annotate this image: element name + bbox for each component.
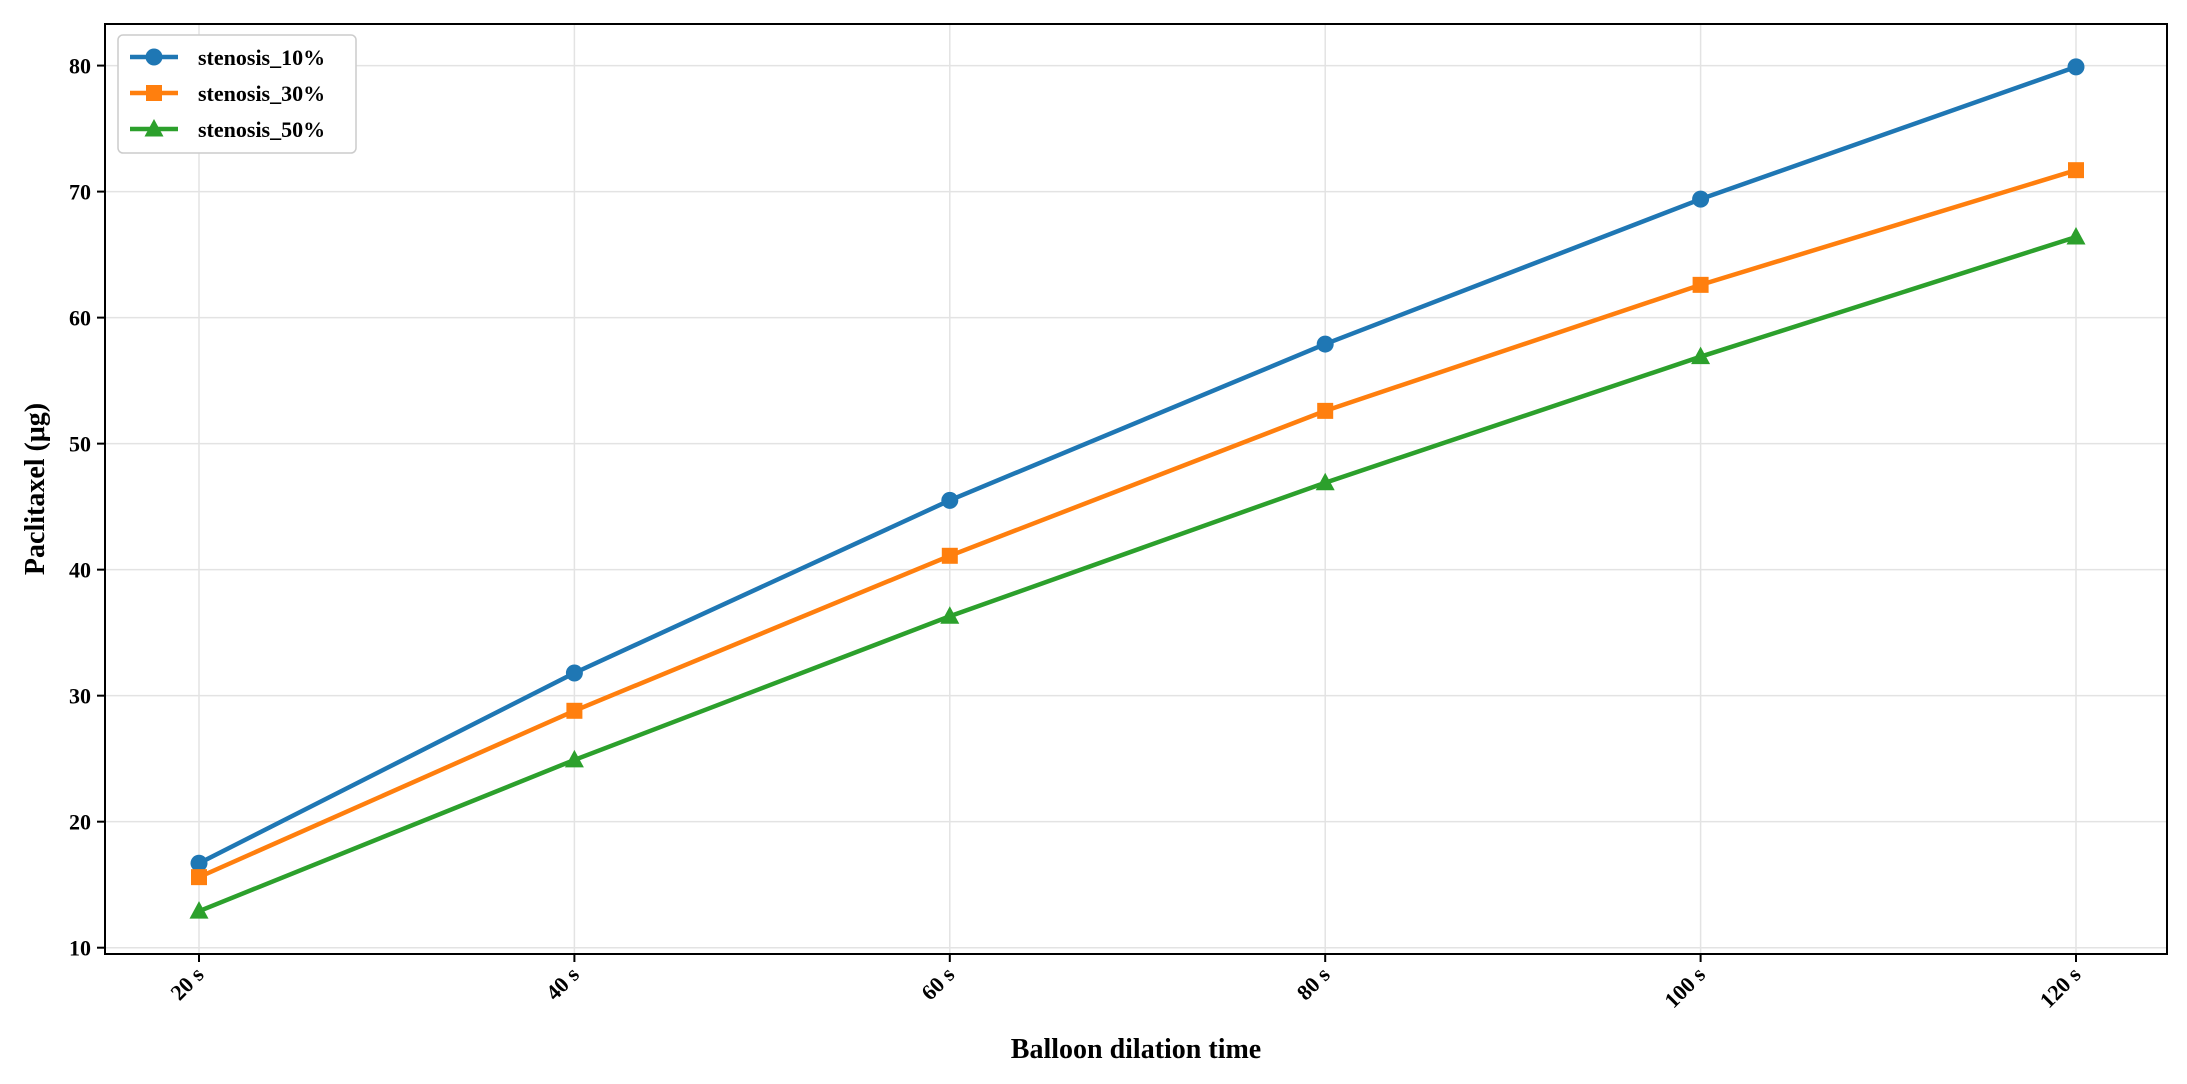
y-tick-label: 10 (69, 936, 91, 961)
data-point (1692, 190, 1710, 208)
data-point (1692, 276, 1709, 293)
data-point (2066, 226, 2086, 245)
y-tick-label: 20 (69, 810, 91, 835)
y-tick-label: 60 (69, 306, 91, 331)
series-stenosis_10% (190, 58, 2085, 872)
data-point (940, 606, 960, 624)
legend-label: stenosis_50% (198, 117, 325, 142)
legend-item: stenosis_30% (130, 81, 325, 106)
legend: stenosis_10% stenosis_30% stenosis_50% (117, 34, 357, 154)
legend-label: stenosis_10% (198, 45, 325, 70)
data-point (565, 664, 583, 682)
data-point (189, 901, 209, 919)
data-point (566, 702, 583, 719)
data-point (191, 869, 207, 886)
legend-item: stenosis_10% (130, 45, 325, 70)
series-line (196, 167, 2079, 880)
data-point (1315, 472, 1335, 491)
data-point (564, 749, 584, 768)
y-tick-label: 80 (69, 54, 91, 79)
data-point (941, 547, 958, 564)
y-axis-title: Paclitaxel (μg) (20, 403, 51, 575)
x-axis-title: Balloon dilation time (1011, 1034, 1261, 1065)
legend-box (117, 34, 357, 154)
data-point (1316, 335, 1334, 353)
data-point (941, 491, 959, 509)
grid (105, 24, 2167, 954)
legend-marker (144, 119, 164, 137)
y-tick-label: 70 (69, 180, 91, 205)
data-point (1317, 402, 1334, 419)
legend-item: stenosis_50% (130, 117, 325, 142)
y-tick-label: 50 (69, 432, 91, 457)
plot-frame (104, 23, 2168, 955)
y-tick-label: 30 (69, 684, 91, 709)
series-layer (189, 58, 2086, 919)
series-line (196, 64, 2079, 866)
legend-label: stenosis_30% (198, 81, 325, 106)
y-axis: 10 20 30 40 50 60 70 80 (69, 54, 105, 961)
y-tick-label: 40 (69, 558, 91, 583)
data-point (1691, 346, 1711, 365)
data-point (2068, 162, 2084, 179)
legend-marker (146, 85, 162, 101)
series-stenosis_30% (191, 162, 2084, 886)
legend-marker (145, 48, 163, 66)
series-stenosis_50% (189, 226, 2086, 919)
series-line (196, 234, 2079, 914)
data-point (2067, 58, 2085, 76)
data-point (190, 854, 208, 872)
